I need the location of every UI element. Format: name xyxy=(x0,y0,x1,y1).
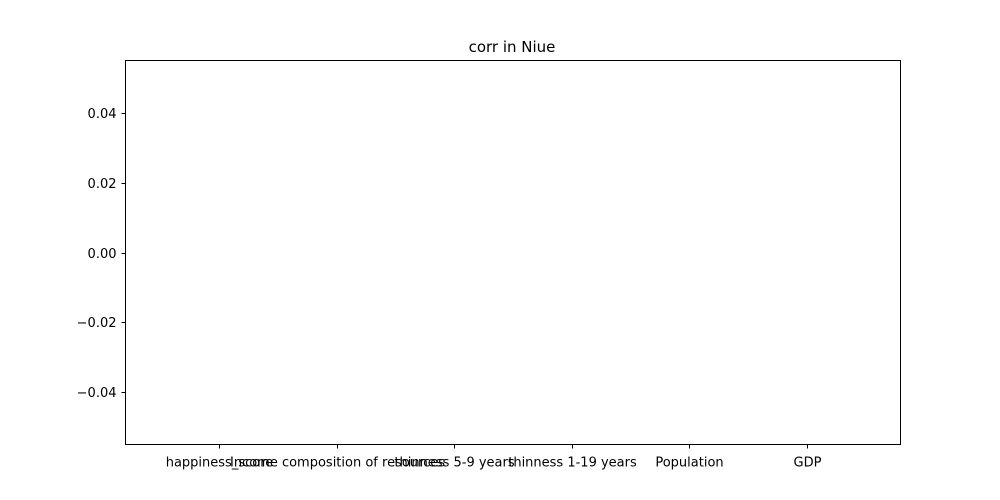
y-tick-label: 0.02 xyxy=(88,177,117,192)
y-tick-label: 0.00 xyxy=(88,247,117,262)
x-tick-label: Income composition of resources xyxy=(230,456,445,471)
y-tick-label: 0.04 xyxy=(88,107,117,122)
y-axis: −0.04 −0.02 0.00 0.02 0.04 xyxy=(77,107,126,401)
y-tick-label: −0.02 xyxy=(77,316,117,331)
plot-area-frame xyxy=(125,60,901,445)
chart-title: corr in Niue xyxy=(469,38,556,56)
x-tick-label: happiness_score xyxy=(166,456,274,471)
y-tick-label: −0.04 xyxy=(77,386,117,401)
x-tick-label: Population xyxy=(655,456,723,471)
x-tick-label: GDP xyxy=(794,456,822,471)
x-tick-label: thinness 1-19 years xyxy=(508,456,637,471)
x-tick-label: thinness 5-9 years xyxy=(394,456,514,471)
